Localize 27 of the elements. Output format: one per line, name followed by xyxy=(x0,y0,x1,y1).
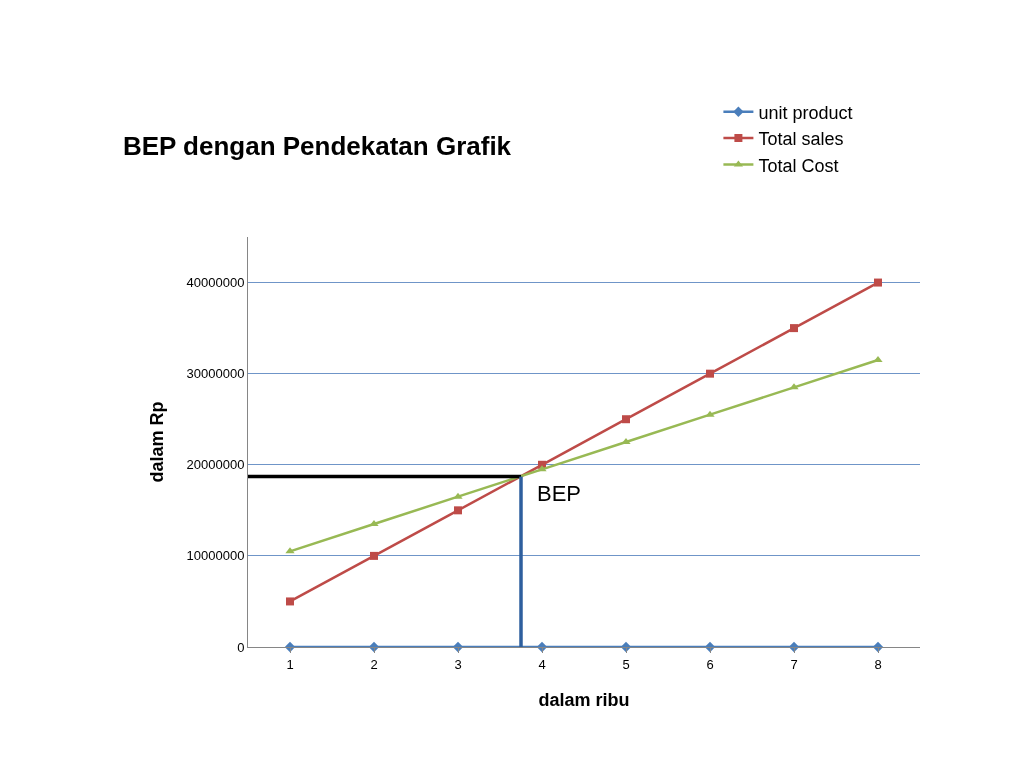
y-tick-label: 40000000 xyxy=(186,275,245,291)
x-tick-label: 5 xyxy=(622,656,630,672)
x-tick-label: 4 xyxy=(538,656,546,672)
y-tick-label: 30000000 xyxy=(186,366,245,382)
legend-label: unit product xyxy=(758,102,853,123)
y-tick-label: 0 xyxy=(237,639,245,655)
point xyxy=(874,278,882,287)
legend-label: Total Cost xyxy=(758,155,839,176)
x-tick-label: 8 xyxy=(874,656,882,672)
annotation: BEP xyxy=(537,481,582,506)
y-axis-title: dalam Rp xyxy=(146,401,167,483)
x-tick-label: 7 xyxy=(790,656,798,672)
x-tick-label: 6 xyxy=(706,656,714,672)
x-tick-label: 2 xyxy=(370,656,378,672)
x-tick-label: 1 xyxy=(286,656,294,672)
y-tick-label: 20000000 xyxy=(186,457,245,473)
y-tick-label: 10000000 xyxy=(186,548,245,564)
point xyxy=(706,369,714,378)
point xyxy=(454,506,462,515)
point xyxy=(370,551,378,560)
legend-label: Total sales xyxy=(758,129,844,150)
x-axis-title: dalam ribu xyxy=(538,689,630,710)
point xyxy=(622,415,630,424)
chart-title: BEP dengan Pendekatan Grafik xyxy=(122,131,512,162)
point xyxy=(286,597,294,606)
point xyxy=(790,324,798,333)
x-tick-label: 3 xyxy=(454,656,462,672)
